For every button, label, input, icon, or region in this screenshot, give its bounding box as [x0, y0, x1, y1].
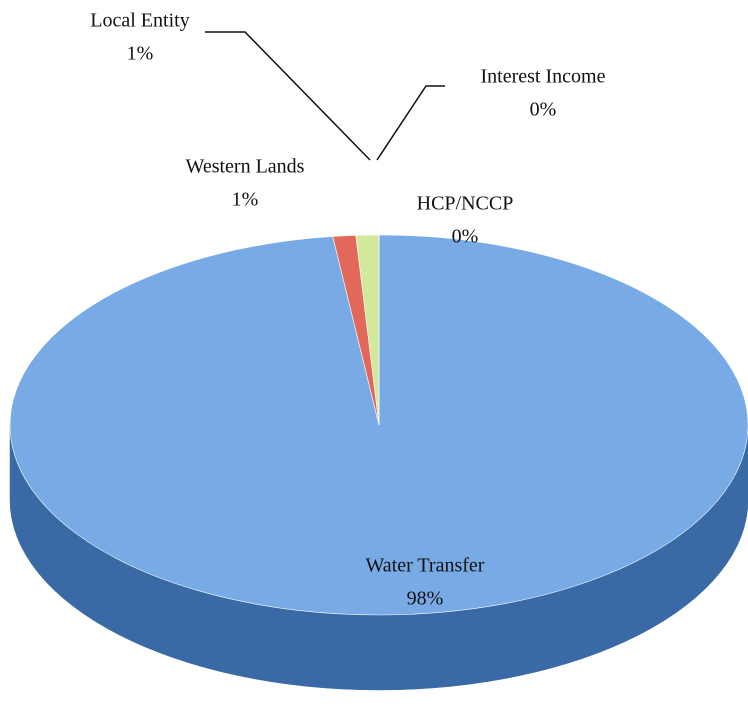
leader-line: [205, 31, 371, 161]
slice-labels: HCP/NCCP 0% Water Transfer 98% Western Lands…: [90, 10, 605, 610]
slice-label: Western Lands: [186, 156, 305, 178]
slice-value-label: 98%: [407, 588, 444, 610]
pie-tops: [9, 234, 748, 616]
slice-value-label: 1%: [127, 43, 154, 65]
slice-value-label: 1%: [232, 189, 259, 211]
slice-label: Water Transfer: [366, 555, 485, 577]
slice-value-label: 0%: [530, 99, 557, 121]
slice-label: HCP/NCCP: [417, 193, 514, 215]
slice-label: Local Entity: [90, 10, 189, 32]
slice-label: Interest Income: [481, 66, 606, 88]
leader-line: [376, 85, 445, 161]
slice-value-label: 0%: [452, 226, 479, 248]
